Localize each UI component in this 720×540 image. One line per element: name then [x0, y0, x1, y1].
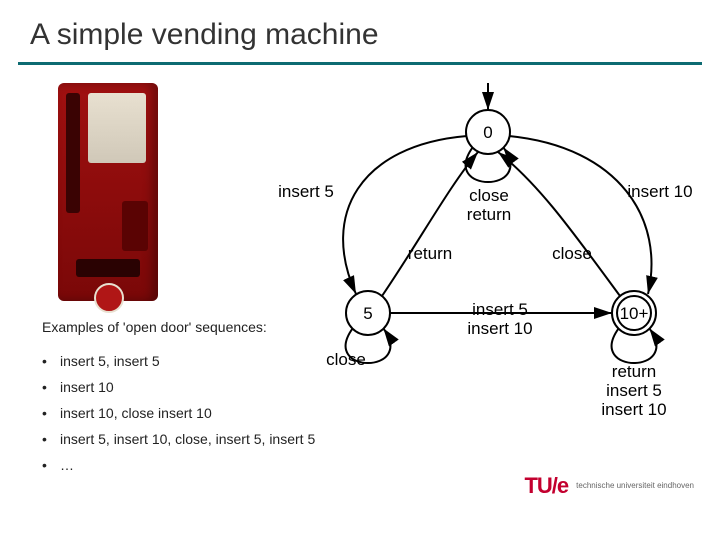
- page-title: A simple vending machine: [0, 0, 720, 52]
- state-diagram: closereturninsert 5insert 10returnclosec…: [0, 65, 720, 505]
- edge-label: return: [408, 244, 452, 263]
- edge-label: return: [612, 362, 656, 381]
- content-area: Examples of 'open door' sequences: inser…: [0, 65, 720, 505]
- edge-label: insert 5: [278, 182, 334, 201]
- logo-text: technische universiteit eindhoven: [576, 482, 694, 491]
- edge-label: insert 10: [467, 319, 532, 338]
- edge-label: insert 5: [606, 381, 662, 400]
- logo-mark: TU/e: [524, 473, 568, 499]
- state-node-label: 0: [483, 123, 492, 142]
- edge-label: close: [326, 350, 366, 369]
- edge-label: close: [469, 186, 509, 205]
- state-node-label: 5: [363, 304, 372, 323]
- edge-label: insert 5: [472, 300, 528, 319]
- edge-label: insert 10: [601, 400, 666, 419]
- edge-label: close: [552, 244, 592, 263]
- footer-logo: TU/e technische universiteit eindhoven: [524, 473, 694, 499]
- edge-label: insert 10: [627, 182, 692, 201]
- state-node-label: 10+: [620, 304, 649, 323]
- edge-label: return: [467, 205, 511, 224]
